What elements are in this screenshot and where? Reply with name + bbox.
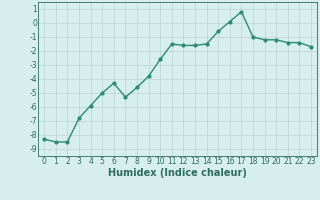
X-axis label: Humidex (Indice chaleur): Humidex (Indice chaleur) (108, 168, 247, 178)
